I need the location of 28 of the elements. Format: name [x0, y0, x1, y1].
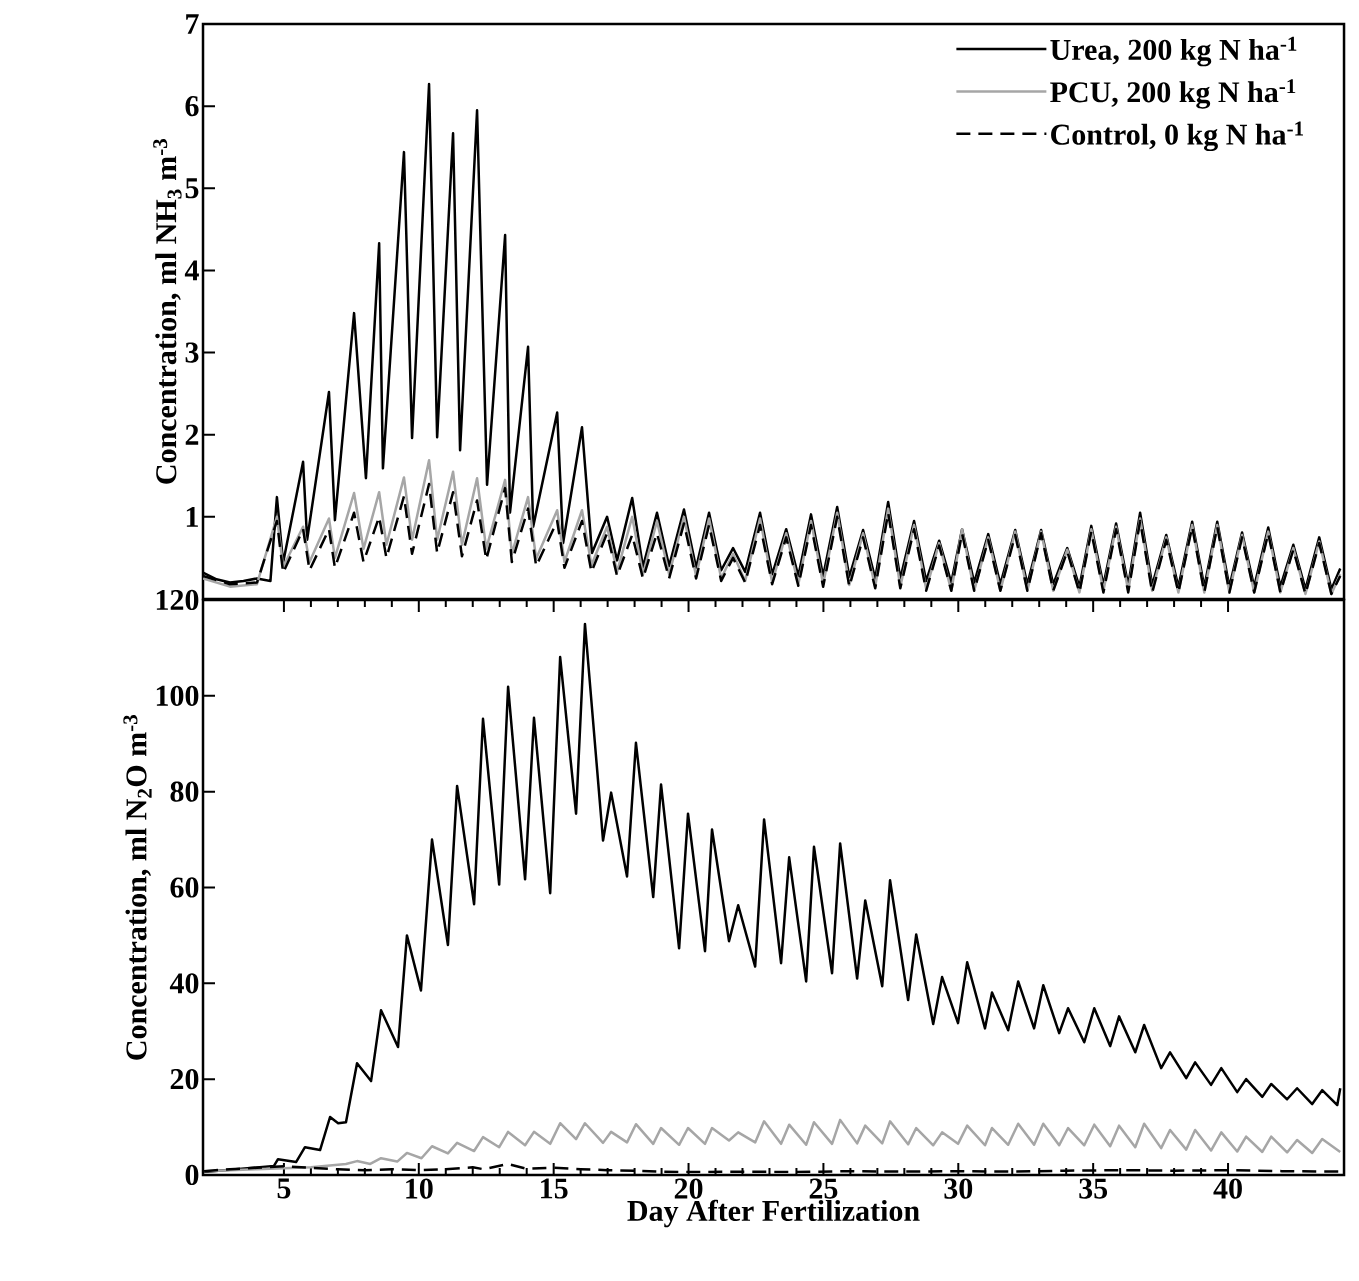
x-tick-label: 10: [406, 1178, 433, 1199]
x-axis-title: Day After Fertilization: [627, 1199, 920, 1228]
x-tick-label: 35: [1079, 1178, 1108, 1199]
x-tick-label: 25: [809, 1178, 838, 1199]
x-tick-label: 20: [674, 1178, 703, 1199]
x-tick-label: 30: [944, 1178, 973, 1199]
y-tick-label: 20: [170, 1069, 199, 1090]
y-tick-label: 6: [185, 96, 199, 117]
x-tick-label: 40: [1213, 1178, 1242, 1199]
y-tick-label: 120: [156, 589, 199, 611]
y-tick-label: 1: [186, 506, 198, 527]
y-tick-label: 0: [185, 1164, 199, 1186]
y-axis-title: Concentration, ml N$_{2}$O m$^{-3}$: [123, 715, 152, 1060]
x-tick-label: 15: [541, 1178, 568, 1199]
y-tick-label: 40: [169, 973, 199, 994]
legend-label: Control, 0 kg N ha$^{-1}$: [1051, 121, 1304, 152]
legend-label: PCU, 200 kg N ha$^{-1}$: [1050, 79, 1296, 109]
y-tick-label: 3: [185, 342, 199, 363]
y-tick-label: 5: [185, 178, 199, 199]
y-axis-title: Concentration, ml NH$_{3}$ m$^{-3}$: [153, 139, 182, 484]
y-tick-label: 7: [186, 14, 199, 34]
y-tick-label: 100: [156, 685, 199, 706]
x-tick-label: 5: [277, 1178, 291, 1199]
y-tick-label: 60: [170, 877, 199, 898]
y-tick-label: 2: [185, 424, 199, 445]
y-tick-label: 80: [170, 781, 199, 802]
legend-label: Urea, 200 kg N ha$^{-1}$: [1050, 36, 1297, 67]
y-tick-label: 4: [184, 260, 199, 281]
